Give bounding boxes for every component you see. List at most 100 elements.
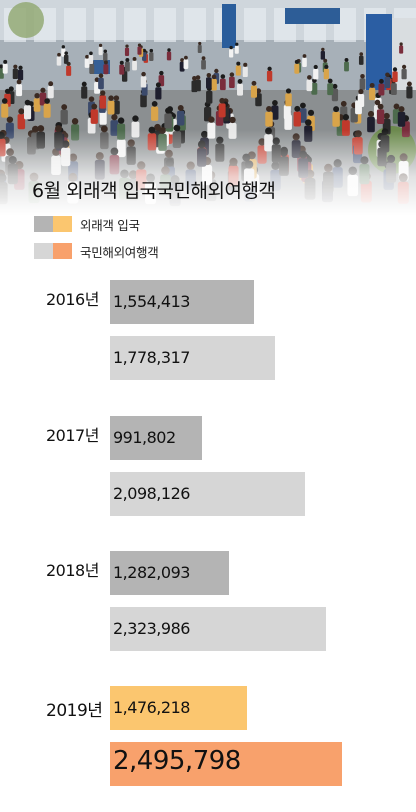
- person-body: [218, 103, 226, 118]
- person-head: [219, 97, 225, 104]
- person-head: [211, 74, 217, 80]
- person-head: [229, 116, 236, 124]
- person-body: [206, 90, 213, 104]
- person-body: [242, 66, 248, 77]
- person-head: [300, 102, 306, 109]
- legend-label-inbound: 외래객 입국: [80, 217, 140, 233]
- person-head: [3, 59, 8, 64]
- person-body: [229, 49, 234, 58]
- person-head: [125, 58, 130, 62]
- person-body: [302, 57, 307, 68]
- person-head: [48, 81, 54, 87]
- year-label: 2018년: [46, 561, 99, 580]
- legend-label-outbound: 국민해외여행객: [80, 244, 159, 260]
- person-body: [56, 56, 62, 66]
- person-head: [398, 106, 405, 113]
- person-body: [43, 103, 51, 118]
- person-body: [66, 65, 72, 76]
- person-body: [358, 55, 364, 65]
- person-head: [88, 96, 95, 102]
- person-body: [112, 100, 120, 115]
- person-body: [103, 52, 108, 62]
- data-label-outbound-2018년: 2,323,986: [113, 619, 190, 638]
- person-head: [229, 72, 235, 77]
- person-head: [24, 99, 31, 106]
- person-body: [124, 47, 130, 56]
- person-head: [142, 48, 146, 53]
- person-head: [307, 109, 315, 116]
- person-body: [179, 61, 185, 72]
- person-head: [13, 64, 18, 69]
- person-head: [117, 117, 125, 124]
- person-head: [383, 112, 390, 120]
- year-label: 2017년: [46, 426, 99, 445]
- bar-outbound-2019년: [110, 742, 342, 786]
- person-head: [201, 56, 206, 61]
- person-body: [359, 78, 366, 90]
- person-body: [99, 95, 107, 109]
- person-body: [401, 68, 407, 80]
- person-body: [98, 46, 103, 56]
- person-body: [17, 114, 26, 130]
- person-body: [60, 109, 68, 125]
- person-head: [393, 103, 400, 110]
- window-panel: [64, 8, 86, 42]
- bar-inbound-2019년: [110, 686, 247, 730]
- legend: 외래객 입국 국민해외여행객: [34, 214, 159, 268]
- person-head: [367, 110, 375, 118]
- person-head: [98, 43, 103, 47]
- data-label-outbound-2017년: 2,098,126: [113, 484, 190, 503]
- person-head: [359, 52, 364, 56]
- person-body: [137, 46, 142, 55]
- person-body: [99, 110, 107, 125]
- person-head: [103, 60, 108, 65]
- person-head: [137, 43, 142, 47]
- person-body: [124, 61, 130, 72]
- person-body: [140, 94, 147, 108]
- person-head: [141, 71, 146, 77]
- person-head: [374, 99, 381, 106]
- person-body: [177, 110, 185, 126]
- data-label-inbound-2016년: 1,554,413: [113, 292, 190, 311]
- person-body: [12, 68, 18, 80]
- person-body: [119, 64, 125, 75]
- person-body: [344, 61, 349, 72]
- person-head: [251, 80, 257, 86]
- person-body: [250, 85, 258, 98]
- person-body: [166, 51, 172, 61]
- person-head: [132, 115, 139, 122]
- person-head: [304, 119, 312, 126]
- legend-swatch-outbound: [34, 243, 72, 259]
- person-body: [235, 65, 241, 76]
- person-body: [384, 76, 391, 89]
- data-label-outbound-2019년: 2,495,798: [113, 746, 241, 776]
- data-label-inbound-2019년: 1,476,218: [113, 698, 190, 717]
- person-head: [327, 78, 333, 84]
- person-head: [206, 72, 212, 78]
- person-body: [357, 94, 365, 108]
- person-head: [154, 123, 161, 131]
- person-head: [237, 79, 243, 84]
- bar-inbound-2018년: [110, 551, 229, 595]
- person-body: [265, 111, 273, 127]
- person-body: [1, 103, 9, 118]
- person-body: [311, 82, 318, 95]
- person-body: [392, 71, 398, 83]
- person-body: [98, 77, 104, 90]
- person-body: [89, 64, 95, 74]
- person-body: [406, 86, 413, 99]
- person-body: [283, 105, 291, 120]
- person-head: [195, 75, 201, 80]
- person-head: [266, 105, 272, 112]
- person-body: [219, 78, 226, 91]
- header-photo: [0, 0, 416, 215]
- person-body: [84, 58, 90, 68]
- person-body: [294, 63, 300, 74]
- person-body: [23, 105, 32, 120]
- person-head: [235, 42, 239, 46]
- data-label-inbound-2017년: 991,802: [113, 428, 176, 447]
- person-body: [299, 108, 307, 123]
- person-head: [340, 100, 347, 107]
- person-head: [6, 116, 14, 123]
